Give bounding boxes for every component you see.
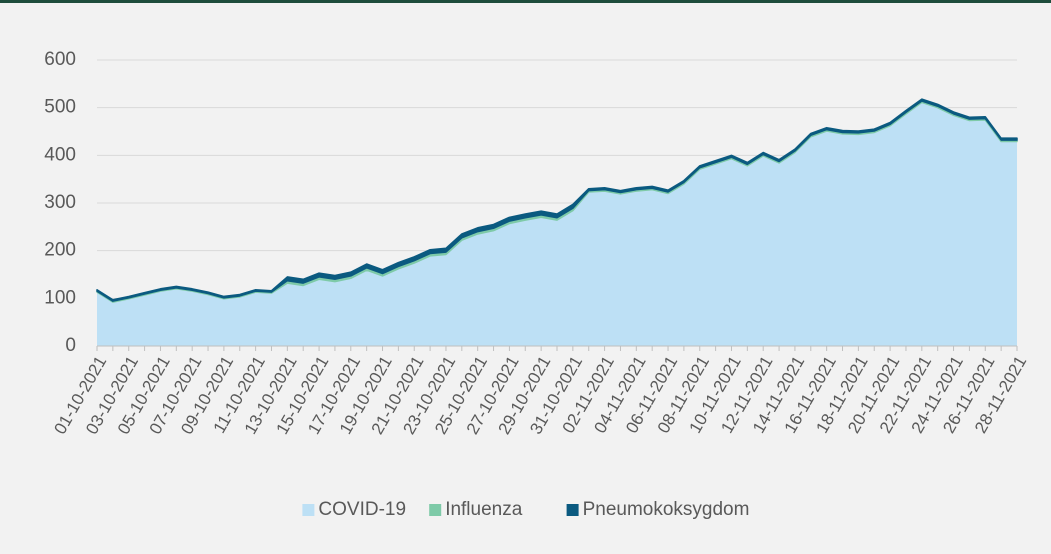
legend-swatch xyxy=(566,504,579,516)
y-tick-label: 200 xyxy=(44,240,76,261)
legend-swatch xyxy=(429,504,442,516)
legend-label: Pneumokoksygdom xyxy=(583,499,750,520)
area xyxy=(96,98,1018,302)
y-tick-label: 600 xyxy=(44,49,76,70)
y-tick-label: 400 xyxy=(44,144,76,165)
top-border xyxy=(0,0,1051,3)
y-tick-label: 100 xyxy=(44,287,76,308)
y-tick-label: 500 xyxy=(44,97,76,118)
y-tick-label: 0 xyxy=(65,335,76,356)
y-tick-label: 300 xyxy=(44,192,76,213)
legend-label: Influenza xyxy=(445,499,523,520)
area xyxy=(97,102,1017,346)
legend-label: COVID-19 xyxy=(318,499,406,520)
legend-swatch xyxy=(302,504,315,516)
